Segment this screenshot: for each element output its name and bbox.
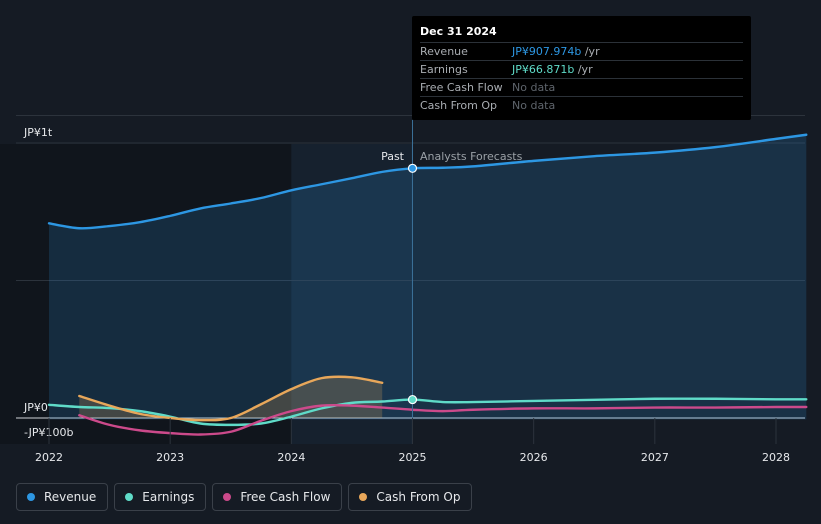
tooltip-unit: /yr [574, 63, 593, 76]
legend-dot-icon [359, 493, 368, 501]
tooltip-value: JP¥66.871b /yr [512, 61, 593, 78]
legend-item-cash-from-op[interactable]: Cash From Op [348, 483, 473, 511]
tooltip-date: Dec 31 2024 [420, 25, 497, 38]
tooltip-label: Cash From Op [420, 99, 498, 112]
forecast-label: Analysts Forecasts [420, 150, 523, 163]
tooltip-label: Earnings [420, 63, 468, 76]
legend-label: Free Cash Flow [240, 490, 331, 504]
legend: Revenue Earnings Free Cash Flow Cash Fro… [16, 483, 473, 511]
tooltip-amount: JP¥907.974b [512, 45, 582, 58]
cash-from-op-line [78, 375, 384, 422]
tooltip-amount: JP¥66.871b [512, 63, 575, 76]
series-areas [49, 134, 807, 421]
revenue-area [49, 134, 807, 420]
x-tick-label: 2022 [35, 451, 63, 464]
legend-item-free-cash-flow[interactable]: Free Cash Flow [212, 483, 343, 511]
x-axis-ticks: 2022 2023 2024 2025 2026 2027 2028 [35, 418, 790, 464]
tooltip-row-free-cash-flow: Free Cash Flow No data [420, 78, 743, 96]
past-label: Past [381, 150, 405, 163]
cash-from-op-area [79, 376, 383, 421]
earnings-marker [407, 394, 418, 405]
x-tick-label: 2023 [156, 451, 184, 464]
x-tick-label: 2024 [277, 451, 305, 464]
tooltip-row-revenue: Revenue JP¥907.974b /yr [420, 42, 743, 60]
highlight-band [291, 144, 413, 444]
x-tick-label: 2026 [520, 451, 548, 464]
tooltip-value: No data [512, 81, 556, 94]
legend-dot-icon [27, 493, 35, 501]
legend-label: Revenue [44, 490, 97, 504]
tooltip-value: JP¥907.974b /yr [512, 43, 600, 60]
tooltip-unit: /yr [581, 45, 600, 58]
x-tick-label: 2027 [641, 451, 669, 464]
legend-dot-icon [223, 493, 232, 501]
point-markers [407, 163, 418, 405]
legend-label: Earnings [142, 490, 195, 504]
x-tick-label: 2028 [762, 451, 790, 464]
earnings-line [47, 397, 808, 427]
legend-label: Cash From Op [376, 490, 461, 504]
tooltip-row-earnings: Earnings JP¥66.871b /yr [420, 60, 743, 78]
series-lines [47, 133, 808, 436]
tooltip-label: Free Cash Flow [420, 81, 503, 94]
tooltip-value: No data [512, 99, 556, 112]
tooltip-row-cash-from-op: Cash From Op No data [420, 96, 743, 114]
tooltip: Dec 31 2024 Revenue JP¥907.974b /yr Earn… [412, 16, 751, 120]
legend-item-earnings[interactable]: Earnings [114, 483, 207, 511]
y-tick-label-top: JP¥1t [23, 126, 53, 139]
revenue-line [47, 133, 808, 230]
x-tick-label: 2025 [399, 451, 427, 464]
revenue-marker [407, 163, 418, 173]
legend-dot-icon [125, 493, 134, 501]
legend-item-revenue[interactable]: Revenue [16, 483, 109, 511]
y-tick-label-zero: JP¥0 [23, 401, 48, 414]
tooltip-label: Revenue [420, 45, 468, 58]
free-cash-flow-line [78, 403, 808, 436]
